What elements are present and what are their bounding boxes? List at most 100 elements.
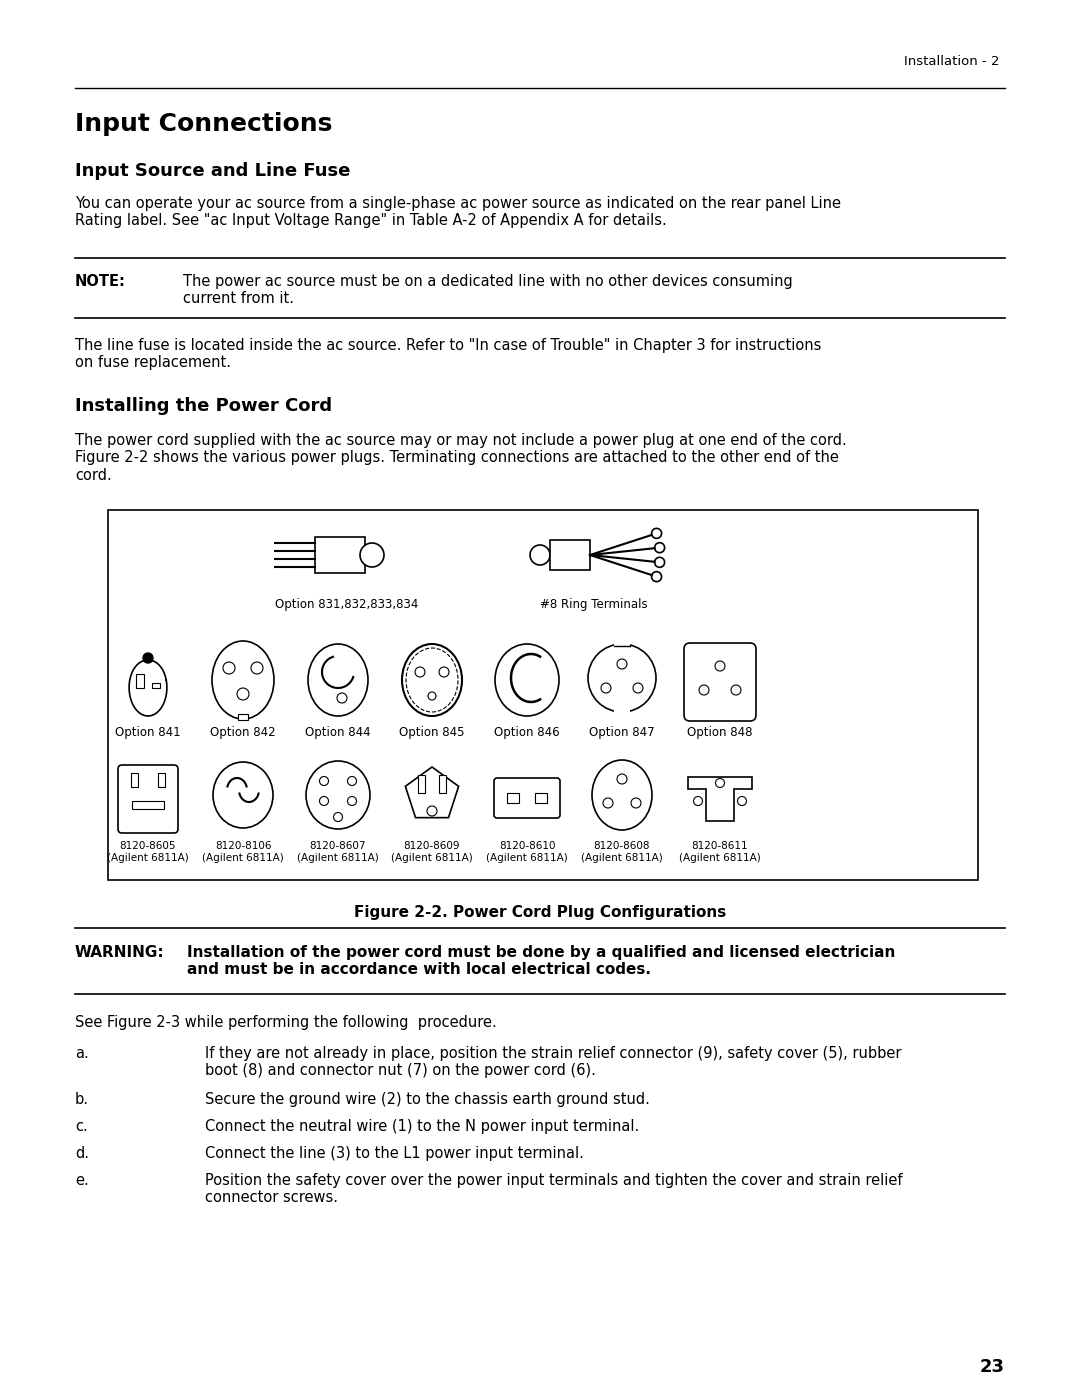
Text: Input Source and Line Fuse: Input Source and Line Fuse [75, 162, 350, 180]
Text: Option 831,832,833,834: Option 831,832,833,834 [275, 598, 418, 610]
Text: Option 847: Option 847 [590, 726, 654, 739]
Text: 8120-8607
(Agilent 6811A): 8120-8607 (Agilent 6811A) [297, 841, 379, 862]
Text: #8 Ring Terminals: #8 Ring Terminals [540, 598, 648, 610]
Text: Figure 2-2. Power Cord Plug Configurations: Figure 2-2. Power Cord Plug Configuratio… [354, 905, 726, 921]
Bar [438, 775, 446, 793]
Text: c.: c. [75, 1119, 87, 1134]
Text: 8120-8605
(Agilent 6811A): 8120-8605 (Agilent 6811A) [107, 841, 189, 862]
Text: 23: 23 [980, 1358, 1005, 1376]
Circle shape [438, 666, 449, 678]
Text: Option 844: Option 844 [306, 726, 370, 739]
Circle shape [222, 662, 235, 673]
Circle shape [715, 778, 725, 788]
Bar [152, 683, 160, 687]
Circle shape [360, 543, 384, 567]
Text: You can operate your ac source from a single-phase ac power source as indicated : You can operate your ac source from a si… [75, 196, 841, 228]
Text: b.: b. [75, 1092, 89, 1106]
Text: Installation - 2: Installation - 2 [905, 54, 1000, 68]
Circle shape [334, 813, 342, 821]
Circle shape [617, 774, 627, 784]
Text: 8120-8608
(Agilent 6811A): 8120-8608 (Agilent 6811A) [581, 841, 663, 862]
Circle shape [654, 542, 664, 553]
Text: d.: d. [75, 1146, 89, 1161]
Circle shape [631, 798, 642, 807]
Text: NOTE:: NOTE: [75, 274, 126, 289]
Text: The power cord supplied with the ac source may or may not include a power plug a: The power cord supplied with the ac sour… [75, 433, 847, 483]
Circle shape [715, 661, 725, 671]
Text: See Figure 2-3 while performing the following  procedure.: See Figure 2-3 while performing the foll… [75, 1016, 497, 1030]
Text: a.: a. [75, 1046, 89, 1060]
Circle shape [654, 557, 664, 567]
Circle shape [348, 777, 356, 785]
Circle shape [600, 683, 611, 693]
Text: Option 842: Option 842 [211, 726, 275, 739]
Circle shape [348, 796, 356, 806]
Bar [136, 673, 144, 687]
Text: Option 846: Option 846 [495, 726, 559, 739]
Text: Input Connections: Input Connections [75, 112, 333, 136]
Circle shape [651, 571, 662, 581]
Text: Installing the Power Cord: Installing the Power Cord [75, 397, 333, 415]
Ellipse shape [212, 641, 274, 719]
Circle shape [320, 796, 328, 806]
Text: The line fuse is located inside the ac source. Refer to "In case of Trouble" in : The line fuse is located inside the ac s… [75, 338, 822, 370]
Text: Installation of the power cord must be done by a qualified and licensed electric: Installation of the power cord must be d… [187, 944, 895, 978]
Ellipse shape [592, 760, 652, 830]
Ellipse shape [213, 761, 273, 828]
Polygon shape [688, 777, 752, 821]
Bar [315, 536, 365, 573]
Text: 8120-8106
(Agilent 6811A): 8120-8106 (Agilent 6811A) [202, 841, 284, 862]
Bar [535, 793, 546, 803]
Circle shape [731, 685, 741, 694]
Text: Secure the ground wire (2) to the chassis earth ground stud.: Secure the ground wire (2) to the chassi… [205, 1092, 650, 1106]
Circle shape [738, 796, 746, 806]
Circle shape [251, 662, 264, 673]
Text: WARNING:: WARNING: [75, 944, 164, 960]
Text: The power ac source must be on a dedicated line with no other devices consuming
: The power ac source must be on a dedicat… [183, 274, 793, 306]
Bar [615, 643, 630, 650]
Text: If they are not already in place, position the strain relief connector (9), safe: If they are not already in place, positi… [205, 1046, 902, 1078]
Circle shape [603, 798, 613, 807]
FancyBboxPatch shape [494, 778, 561, 819]
Circle shape [427, 806, 437, 816]
Circle shape [143, 652, 153, 664]
Bar [131, 773, 138, 787]
Bar [132, 800, 164, 809]
Ellipse shape [402, 644, 462, 717]
Circle shape [320, 777, 328, 785]
FancyBboxPatch shape [118, 766, 178, 833]
Circle shape [337, 693, 347, 703]
Circle shape [651, 528, 662, 538]
Text: 8120-8611
(Agilent 6811A): 8120-8611 (Agilent 6811A) [679, 841, 761, 862]
Ellipse shape [406, 648, 458, 712]
Text: Connect the neutral wire (1) to the N power input terminal.: Connect the neutral wire (1) to the N po… [205, 1119, 639, 1134]
Circle shape [530, 545, 550, 564]
Circle shape [633, 683, 643, 693]
Circle shape [699, 685, 708, 694]
Circle shape [617, 659, 627, 669]
Text: Connect the line (3) to the L1 power input terminal.: Connect the line (3) to the L1 power inp… [205, 1146, 584, 1161]
Text: Position the safety cover over the power input terminals and tighten the cover a: Position the safety cover over the power… [205, 1173, 903, 1206]
Bar [550, 541, 590, 570]
Bar [108, 510, 978, 880]
Text: e.: e. [75, 1173, 89, 1187]
FancyBboxPatch shape [684, 643, 756, 721]
Text: Option 841: Option 841 [116, 726, 180, 739]
Text: 8120-8610
(Agilent 6811A): 8120-8610 (Agilent 6811A) [486, 841, 568, 862]
Ellipse shape [495, 644, 559, 717]
Bar [507, 793, 519, 803]
Text: 8120-8609
(Agilent 6811A): 8120-8609 (Agilent 6811A) [391, 841, 473, 862]
Circle shape [428, 692, 436, 700]
Circle shape [237, 687, 249, 700]
Bar [158, 773, 165, 787]
Text: Option 845: Option 845 [400, 726, 464, 739]
Circle shape [415, 666, 426, 678]
Bar [615, 705, 630, 714]
Polygon shape [405, 767, 459, 817]
Circle shape [693, 796, 702, 806]
Text: Option 848: Option 848 [687, 726, 753, 739]
Bar [418, 775, 426, 793]
Ellipse shape [308, 644, 368, 717]
Bar [238, 714, 248, 719]
Ellipse shape [306, 761, 370, 828]
